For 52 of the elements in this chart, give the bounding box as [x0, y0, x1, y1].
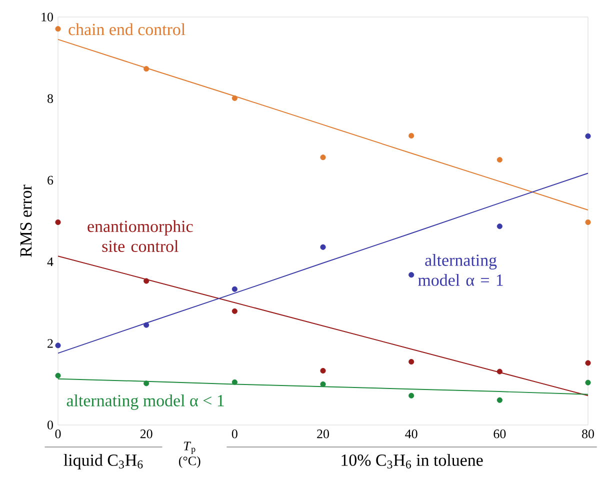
point	[232, 286, 238, 292]
point	[232, 379, 238, 385]
point	[408, 392, 414, 398]
point	[585, 133, 591, 139]
line-series	[58, 38, 589, 210]
point	[496, 157, 502, 163]
point	[144, 322, 150, 328]
point	[408, 272, 414, 278]
point	[320, 368, 326, 374]
series-label: alternating model α = 1	[418, 254, 503, 286]
x-tick-label: 20	[140, 430, 152, 438]
point	[320, 381, 326, 387]
point	[496, 397, 502, 403]
x-tick-label: 40	[405, 430, 418, 438]
point	[232, 308, 238, 314]
y-tick-label: 6	[48, 176, 54, 185]
point	[144, 278, 150, 284]
y-tick-label: 8	[48, 94, 53, 103]
point	[585, 380, 591, 386]
line-series	[58, 256, 589, 396]
x-axis-title: T$_{p}$ (°C)	[178, 442, 200, 468]
x-tick-label: 0	[55, 430, 61, 438]
y-tick-label: 0	[48, 420, 53, 430]
point	[55, 342, 61, 348]
series-label: chain end control	[68, 23, 186, 36]
text: 10% C$_{3}$H$_{6}$ in toluene	[342, 454, 483, 468]
point	[144, 380, 150, 386]
series-label: enantiomorphic site control	[88, 220, 193, 252]
point	[232, 95, 238, 101]
point	[496, 368, 502, 374]
point	[55, 26, 61, 32]
point	[55, 219, 61, 226]
text: liquid C$_{3}$H$_{6}$	[64, 454, 143, 470]
point	[320, 154, 326, 160]
y-axis-title: RMS error	[20, 184, 32, 257]
point	[144, 66, 150, 72]
point	[320, 244, 326, 250]
y-tick-label: 4	[47, 258, 54, 266]
point	[496, 224, 502, 230]
x-tick-label: 80	[582, 430, 594, 438]
point	[585, 219, 591, 226]
x-tick-label: 60	[494, 430, 506, 438]
point	[585, 360, 591, 366]
y-tick-label: 2	[48, 339, 53, 348]
y-tick-label: 10	[42, 12, 53, 22]
point	[55, 372, 61, 378]
point	[408, 358, 414, 365]
line-series	[58, 172, 589, 354]
point	[408, 132, 414, 139]
x-tick-label: 0	[232, 430, 238, 438]
series-label: alternating model α < 1	[66, 394, 224, 410]
x-tick-label: 20	[317, 430, 329, 438]
